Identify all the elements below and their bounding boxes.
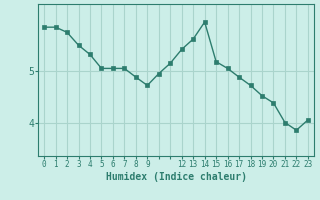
X-axis label: Humidex (Indice chaleur): Humidex (Indice chaleur)	[106, 172, 246, 182]
